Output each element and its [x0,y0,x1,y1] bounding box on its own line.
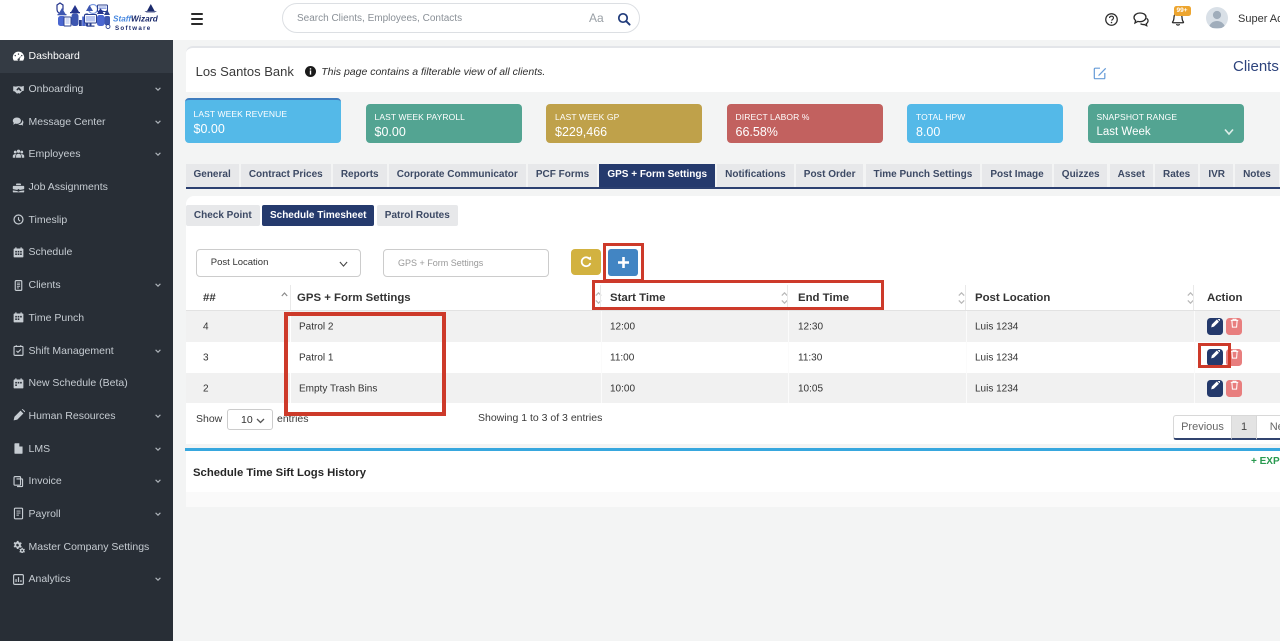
svg-text:StaffWizard: StaffWizard [113,15,159,24]
svg-text:Software: Software [115,25,152,32]
